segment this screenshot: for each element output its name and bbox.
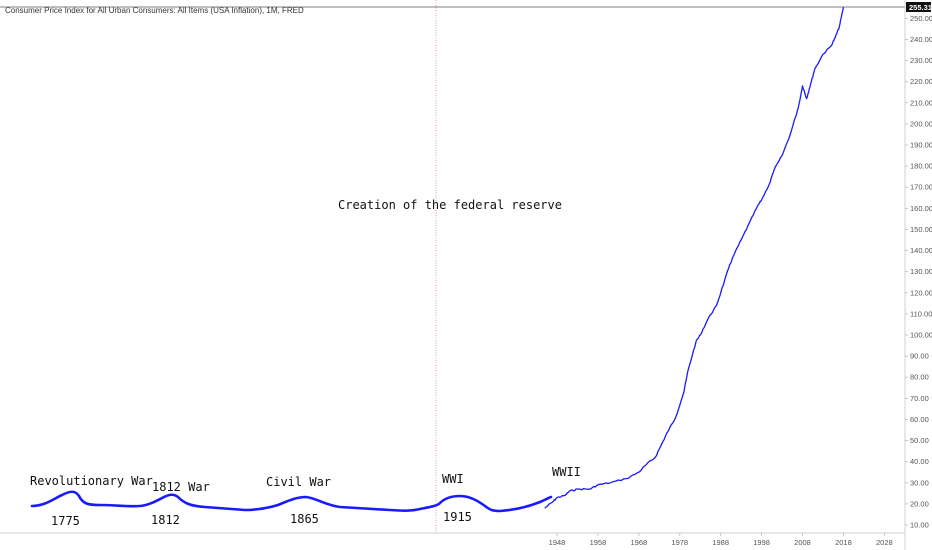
x-tick-label: 1998 <box>753 538 770 547</box>
chart-title: Consumer Price Index for All Urban Consu… <box>5 6 304 15</box>
annotation-1812-war-year: 1812 <box>151 513 180 527</box>
y-tick-label: 50.00 <box>910 436 929 445</box>
y-tick-label: 10.00 <box>910 521 929 530</box>
y-tick-label: 150.00 <box>910 225 932 234</box>
y-tick-label: 200.00 <box>910 119 932 128</box>
y-tick-label: 180.00 <box>910 162 932 171</box>
y-tick-label: 20.00 <box>910 499 929 508</box>
x-tick-label: 1968 <box>630 538 647 547</box>
y-tick-label: 250.00 <box>910 14 932 23</box>
y-tick-label: 170.00 <box>910 183 932 192</box>
y-tick-label: 230.00 <box>910 56 932 65</box>
y-tick-label: 80.00 <box>910 373 929 382</box>
y-tick-label: 160.00 <box>910 204 932 213</box>
historical-price-line <box>30 490 553 513</box>
annotation-civil-war-year: 1865 <box>290 512 319 526</box>
y-tick-label: 140.00 <box>910 246 932 255</box>
annotation-wwi: WWI <box>442 472 464 486</box>
y-tick-label: 190.00 <box>910 141 932 150</box>
annotation-wwii: WWII <box>552 465 581 479</box>
x-tick-label: 1978 <box>671 538 688 547</box>
y-tick-label: 30.00 <box>910 478 929 487</box>
y-tick-label: 60.00 <box>910 415 929 424</box>
x-tick-label: 2008 <box>794 538 811 547</box>
x-axis-ticks: 1948 1958 1968 1978 1988 1998 2008 2018 2028 <box>549 533 893 547</box>
last-value-label: 255.31 <box>909 3 932 12</box>
y-axis-ticks: 10.00 20.00 30.00 40.00 50.00 60.00 70.00 80.00… <box>905 14 932 530</box>
annotation-civil-war: Civil War <box>266 475 331 489</box>
y-tick-label: 90.00 <box>910 352 929 361</box>
y-tick-label: 70.00 <box>910 394 929 403</box>
x-tick-label: 1948 <box>549 538 566 547</box>
y-tick-label: 240.00 <box>910 35 932 44</box>
annotation-revolutionary-war: Revolutionary War <box>30 474 153 488</box>
y-tick-label: 130.00 <box>910 267 932 276</box>
x-tick-label: 1988 <box>712 538 729 547</box>
annotation-1812-war: 1812 War <box>152 480 210 494</box>
reserve-label: Creation of the federal reserve <box>338 198 562 212</box>
x-tick-label: 2018 <box>835 538 852 547</box>
y-tick-label: 110.00 <box>910 309 932 318</box>
annotation-wwi-year: 1915 <box>443 510 472 524</box>
y-tick-label: 40.00 <box>910 457 929 466</box>
y-tick-label: 210.00 <box>910 98 932 107</box>
y-tick-label: 100.00 <box>910 331 932 340</box>
x-tick-label: 1958 <box>590 538 607 547</box>
x-tick-label: 2028 <box>876 538 893 547</box>
last-value-badge <box>906 2 931 12</box>
y-tick-label: 220.00 <box>910 77 932 86</box>
modern-price-line <box>544 7 845 509</box>
y-tick-label: 120.00 <box>910 288 932 297</box>
annotation-revolutionary-war-year: 1775 <box>51 514 80 528</box>
